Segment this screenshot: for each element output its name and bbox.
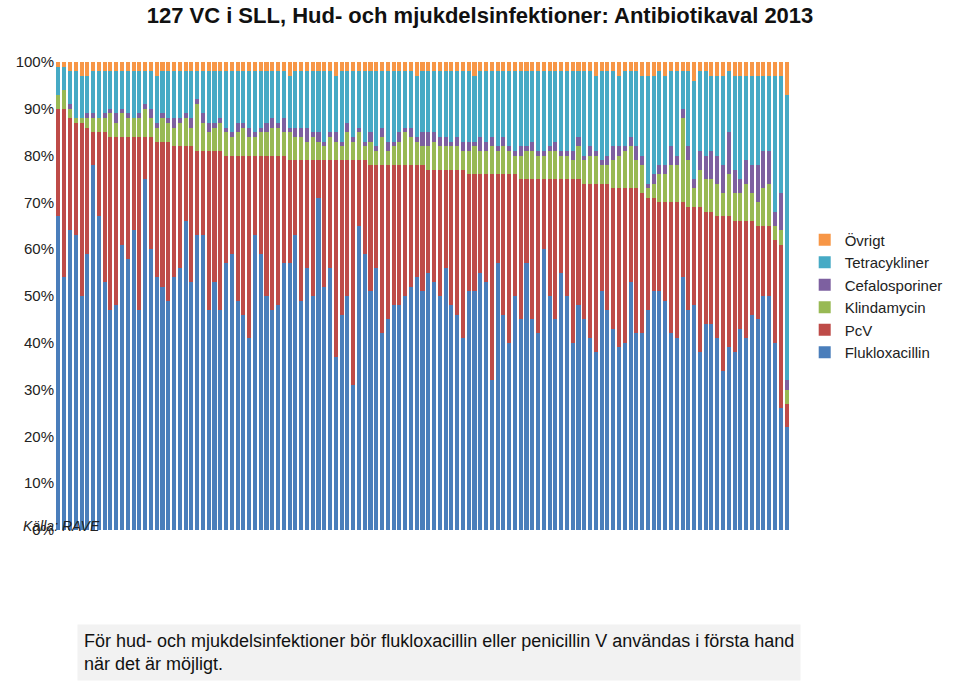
svg-text:20%: 20% xyxy=(24,428,54,445)
svg-text:Cefalosporiner: Cefalosporiner xyxy=(845,277,943,294)
svg-text:40%: 40% xyxy=(24,334,54,351)
svg-text:Klindamycin: Klindamycin xyxy=(845,299,926,316)
svg-text:10%: 10% xyxy=(24,474,54,491)
svg-text:60%: 60% xyxy=(24,240,54,257)
svg-text:127 VC i SLL, Hud- och mjukdel: 127 VC i SLL, Hud- och mjukdelsinfektion… xyxy=(147,3,814,28)
svg-text:Övrigt: Övrigt xyxy=(845,232,886,249)
svg-text:För hud- och mjukdelsinfektion: För hud- och mjukdelsinfektioner bör flu… xyxy=(84,631,794,674)
svg-text:0%: 0% xyxy=(32,521,54,538)
svg-text:70%: 70% xyxy=(24,194,54,211)
svg-text:PcV: PcV xyxy=(845,322,873,339)
svg-text:Källa: RAVE: Källa: RAVE xyxy=(23,518,100,534)
svg-text:50%: 50% xyxy=(24,287,54,304)
svg-text:90%: 90% xyxy=(24,100,54,117)
svg-text:30%: 30% xyxy=(24,381,54,398)
svg-text:Flukloxacillin: Flukloxacillin xyxy=(845,344,930,361)
svg-text:Tetracykliner: Tetracykliner xyxy=(845,254,929,271)
svg-text:80%: 80% xyxy=(24,147,54,164)
svg-text:100%: 100% xyxy=(16,53,54,70)
